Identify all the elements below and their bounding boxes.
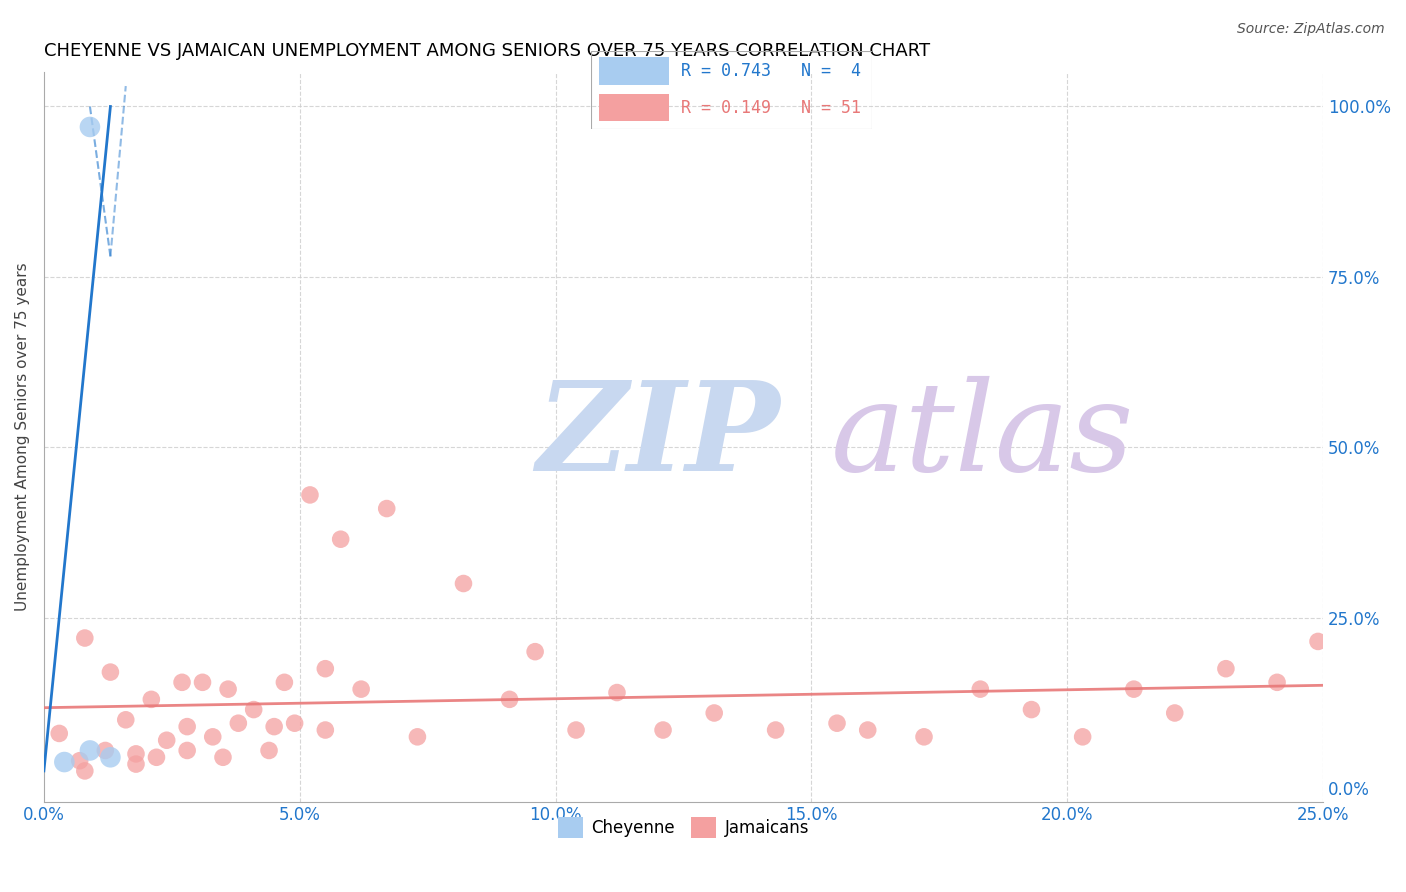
Point	[48, 726, 70, 740]
Point	[263, 720, 285, 734]
Point	[406, 730, 429, 744]
Point	[652, 723, 675, 737]
Text: Source: ZipAtlas.com: Source: ZipAtlas.com	[1237, 22, 1385, 37]
Point	[125, 757, 148, 772]
Point	[453, 576, 475, 591]
Point	[212, 750, 235, 764]
Point	[565, 723, 588, 737]
Point	[856, 723, 879, 737]
Text: R = 0.743   N =  4: R = 0.743 N = 4	[681, 62, 860, 80]
Text: CHEYENNE VS JAMAICAN UNEMPLOYMENT AMONG SENIORS OVER 75 YEARS CORRELATION CHART: CHEYENNE VS JAMAICAN UNEMPLOYMENT AMONG …	[44, 42, 929, 60]
Point	[94, 743, 117, 757]
Point	[350, 682, 373, 697]
Text: R = 0.149   N = 51: R = 0.149 N = 51	[681, 99, 860, 117]
Point	[375, 501, 398, 516]
Y-axis label: Unemployment Among Seniors over 75 years: Unemployment Among Seniors over 75 years	[15, 262, 30, 611]
Point	[141, 692, 163, 706]
Point	[1306, 634, 1329, 648]
Point	[156, 733, 179, 747]
Text: atlas: atlas	[831, 376, 1135, 498]
Point	[1021, 702, 1043, 716]
Point	[314, 723, 336, 737]
Point	[273, 675, 295, 690]
Point	[191, 675, 214, 690]
Point	[73, 764, 96, 778]
Point	[125, 747, 148, 761]
Point	[145, 750, 167, 764]
Point	[201, 730, 224, 744]
Legend: Cheyenne, Jamaicans: Cheyenne, Jamaicans	[551, 811, 815, 845]
Point	[703, 706, 725, 720]
Point	[242, 702, 264, 716]
Point	[79, 743, 101, 757]
Point	[228, 716, 250, 731]
Text: ZIP: ZIP	[537, 376, 780, 498]
Point	[1164, 706, 1187, 720]
Point	[298, 488, 321, 502]
Point	[314, 662, 336, 676]
Point	[969, 682, 991, 697]
Point	[217, 682, 239, 697]
Point	[498, 692, 520, 706]
Point	[176, 743, 198, 757]
Point	[329, 533, 352, 547]
Point	[79, 120, 101, 134]
Point	[524, 645, 547, 659]
Point	[100, 750, 122, 764]
Point	[100, 665, 122, 679]
Point	[606, 685, 628, 699]
Bar	[599, 94, 669, 121]
Point	[1215, 662, 1237, 676]
Point	[114, 713, 136, 727]
Point	[1071, 730, 1094, 744]
Point	[69, 754, 91, 768]
Point	[170, 675, 193, 690]
Point	[1122, 682, 1144, 697]
Point	[176, 720, 198, 734]
Point	[284, 716, 307, 731]
Point	[1265, 675, 1288, 690]
Point	[53, 755, 76, 769]
Point	[257, 743, 280, 757]
Point	[825, 716, 848, 731]
Point	[912, 730, 935, 744]
Bar	[599, 57, 669, 85]
Point	[765, 723, 787, 737]
Point	[73, 631, 96, 645]
